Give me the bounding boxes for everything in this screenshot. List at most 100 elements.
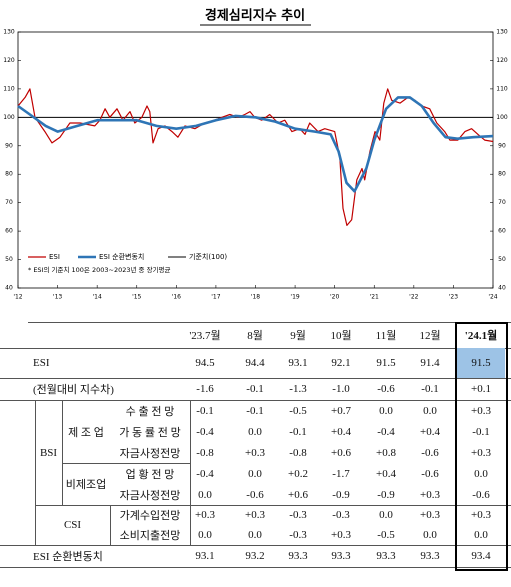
row-label: 수 출 전 망 bbox=[125, 405, 175, 418]
y-tick-label: 90 bbox=[5, 142, 13, 149]
row-border bbox=[0, 378, 511, 379]
table-value: -0.4 bbox=[196, 467, 214, 480]
table-value: 93.3 bbox=[420, 550, 440, 562]
x-tick-label: '21 bbox=[370, 294, 379, 301]
column-header: 9월 bbox=[290, 330, 306, 342]
y-tick-label: 110 bbox=[3, 85, 15, 92]
table-value: 93.3 bbox=[288, 550, 308, 562]
x-tick-label: '22 bbox=[409, 294, 418, 301]
y2-tick-label: 80 bbox=[498, 171, 506, 178]
column-header: 12월 bbox=[419, 330, 441, 342]
table-value: -0.6 bbox=[472, 488, 490, 501]
x-tick-label: '19 bbox=[290, 294, 299, 301]
table-value: +0.3 bbox=[245, 509, 265, 521]
table-value: 0.0 bbox=[198, 488, 212, 501]
table-value: +0.6 bbox=[331, 446, 351, 459]
column-border bbox=[190, 505, 191, 545]
y2-tick-label: 50 bbox=[498, 256, 506, 263]
column-border bbox=[190, 400, 191, 505]
y2-tick-label: 90 bbox=[498, 142, 506, 149]
subgroup-label: 비제조업 bbox=[65, 479, 107, 491]
column-header: '24.1월 bbox=[464, 330, 498, 342]
table-value: 0.0 bbox=[198, 529, 212, 541]
table-value: -0.3 bbox=[289, 529, 307, 541]
table-value: -0.1 bbox=[421, 383, 439, 395]
table-value: -0.4 bbox=[196, 425, 214, 438]
table-value: -0.8 bbox=[289, 446, 307, 459]
table-value: -0.3 bbox=[332, 509, 350, 521]
table-value: +0.8 bbox=[376, 446, 396, 459]
table-value: 0.0 bbox=[248, 529, 262, 541]
x-tick-label: '20 bbox=[330, 294, 339, 301]
table-value: +0.3 bbox=[471, 509, 491, 521]
table-value: -1.6 bbox=[196, 383, 214, 395]
series-line bbox=[17, 96, 494, 193]
column-header: 10월 bbox=[330, 330, 352, 342]
table-value: -1.7 bbox=[332, 467, 350, 480]
y2-tick-label: 40 bbox=[498, 285, 506, 292]
column-border bbox=[62, 400, 63, 505]
table-value: 0.0 bbox=[379, 404, 393, 417]
table-value: -0.1 bbox=[196, 404, 214, 417]
table-value: -0.6 bbox=[377, 383, 395, 395]
table-value: +0.3 bbox=[245, 446, 265, 459]
column-border bbox=[35, 505, 36, 545]
table-value: +0.3 bbox=[471, 404, 491, 417]
table-value: 94.5 bbox=[195, 357, 215, 369]
y-tick-label: 50 bbox=[5, 256, 13, 263]
group-label: CSI bbox=[63, 519, 82, 531]
table-value: 93.1 bbox=[195, 550, 215, 562]
table-value: +0.7 bbox=[331, 404, 351, 417]
table-value: 93.2 bbox=[245, 550, 265, 562]
row-label: 업 황 전 망 bbox=[125, 468, 175, 481]
chart-note: * ESI의 기준치 100은 2003~2023년 중 장기평균 bbox=[28, 265, 171, 274]
row-border bbox=[28, 322, 511, 323]
x-tick-label: '24 bbox=[488, 294, 497, 301]
table-value: +0.3 bbox=[420, 509, 440, 521]
table-value: -0.5 bbox=[289, 404, 307, 417]
table-value: -0.6 bbox=[421, 467, 439, 480]
y-tick-label: 100 bbox=[3, 114, 15, 121]
row-label: ESI bbox=[33, 357, 50, 369]
table-value: -0.4 bbox=[377, 425, 395, 438]
y2-tick-label: 70 bbox=[498, 199, 506, 206]
table-value: 92.1 bbox=[331, 357, 351, 369]
row-border bbox=[0, 567, 511, 568]
table-value: 91.5 bbox=[457, 348, 505, 378]
table-value: 0.0 bbox=[248, 425, 262, 438]
chart: 경제심리지수 추이 40 40 50 50 60 60 70 70 80 80 90 90 100 100… bbox=[3, 8, 508, 301]
table-value: 0.0 bbox=[474, 467, 488, 480]
table-value: +0.1 bbox=[471, 383, 491, 395]
x-tick-label: '23 bbox=[449, 294, 458, 301]
column-border bbox=[110, 505, 111, 545]
table-value: 93.1 bbox=[288, 357, 308, 369]
y-tick-label: 60 bbox=[5, 228, 13, 235]
table-value: +0.3 bbox=[420, 488, 440, 501]
row-border bbox=[35, 505, 511, 506]
table-value: -0.3 bbox=[289, 509, 307, 521]
table-value: +0.4 bbox=[420, 425, 440, 438]
legend-label: ESI bbox=[49, 253, 60, 261]
column-header: '23.7월 bbox=[189, 330, 221, 342]
y-tick-label: 40 bbox=[5, 285, 13, 292]
table-value: 91.4 bbox=[420, 357, 440, 369]
y2-tick-label: 100 bbox=[496, 114, 508, 121]
row-border bbox=[62, 463, 190, 464]
y2-tick-label: 110 bbox=[496, 85, 508, 92]
row-label: 자금사정전망 bbox=[119, 489, 181, 502]
chart-title: 경제심리지수 추이 bbox=[205, 8, 305, 24]
table-value: -0.8 bbox=[196, 446, 214, 459]
table-value: -1.0 bbox=[332, 383, 350, 395]
table-value: 0.0 bbox=[423, 404, 437, 417]
table-value: +0.6 bbox=[288, 488, 308, 501]
x-tick-label: '13 bbox=[53, 294, 62, 301]
table-value: 93.4 bbox=[471, 550, 491, 562]
x-tick-label: '14 bbox=[93, 294, 102, 301]
table-value: +0.2 bbox=[288, 467, 308, 480]
x-tick-label: '17 bbox=[211, 294, 220, 301]
row-border bbox=[0, 545, 511, 546]
table-value: 94.4 bbox=[245, 357, 265, 369]
table-value: 0.0 bbox=[248, 467, 262, 480]
